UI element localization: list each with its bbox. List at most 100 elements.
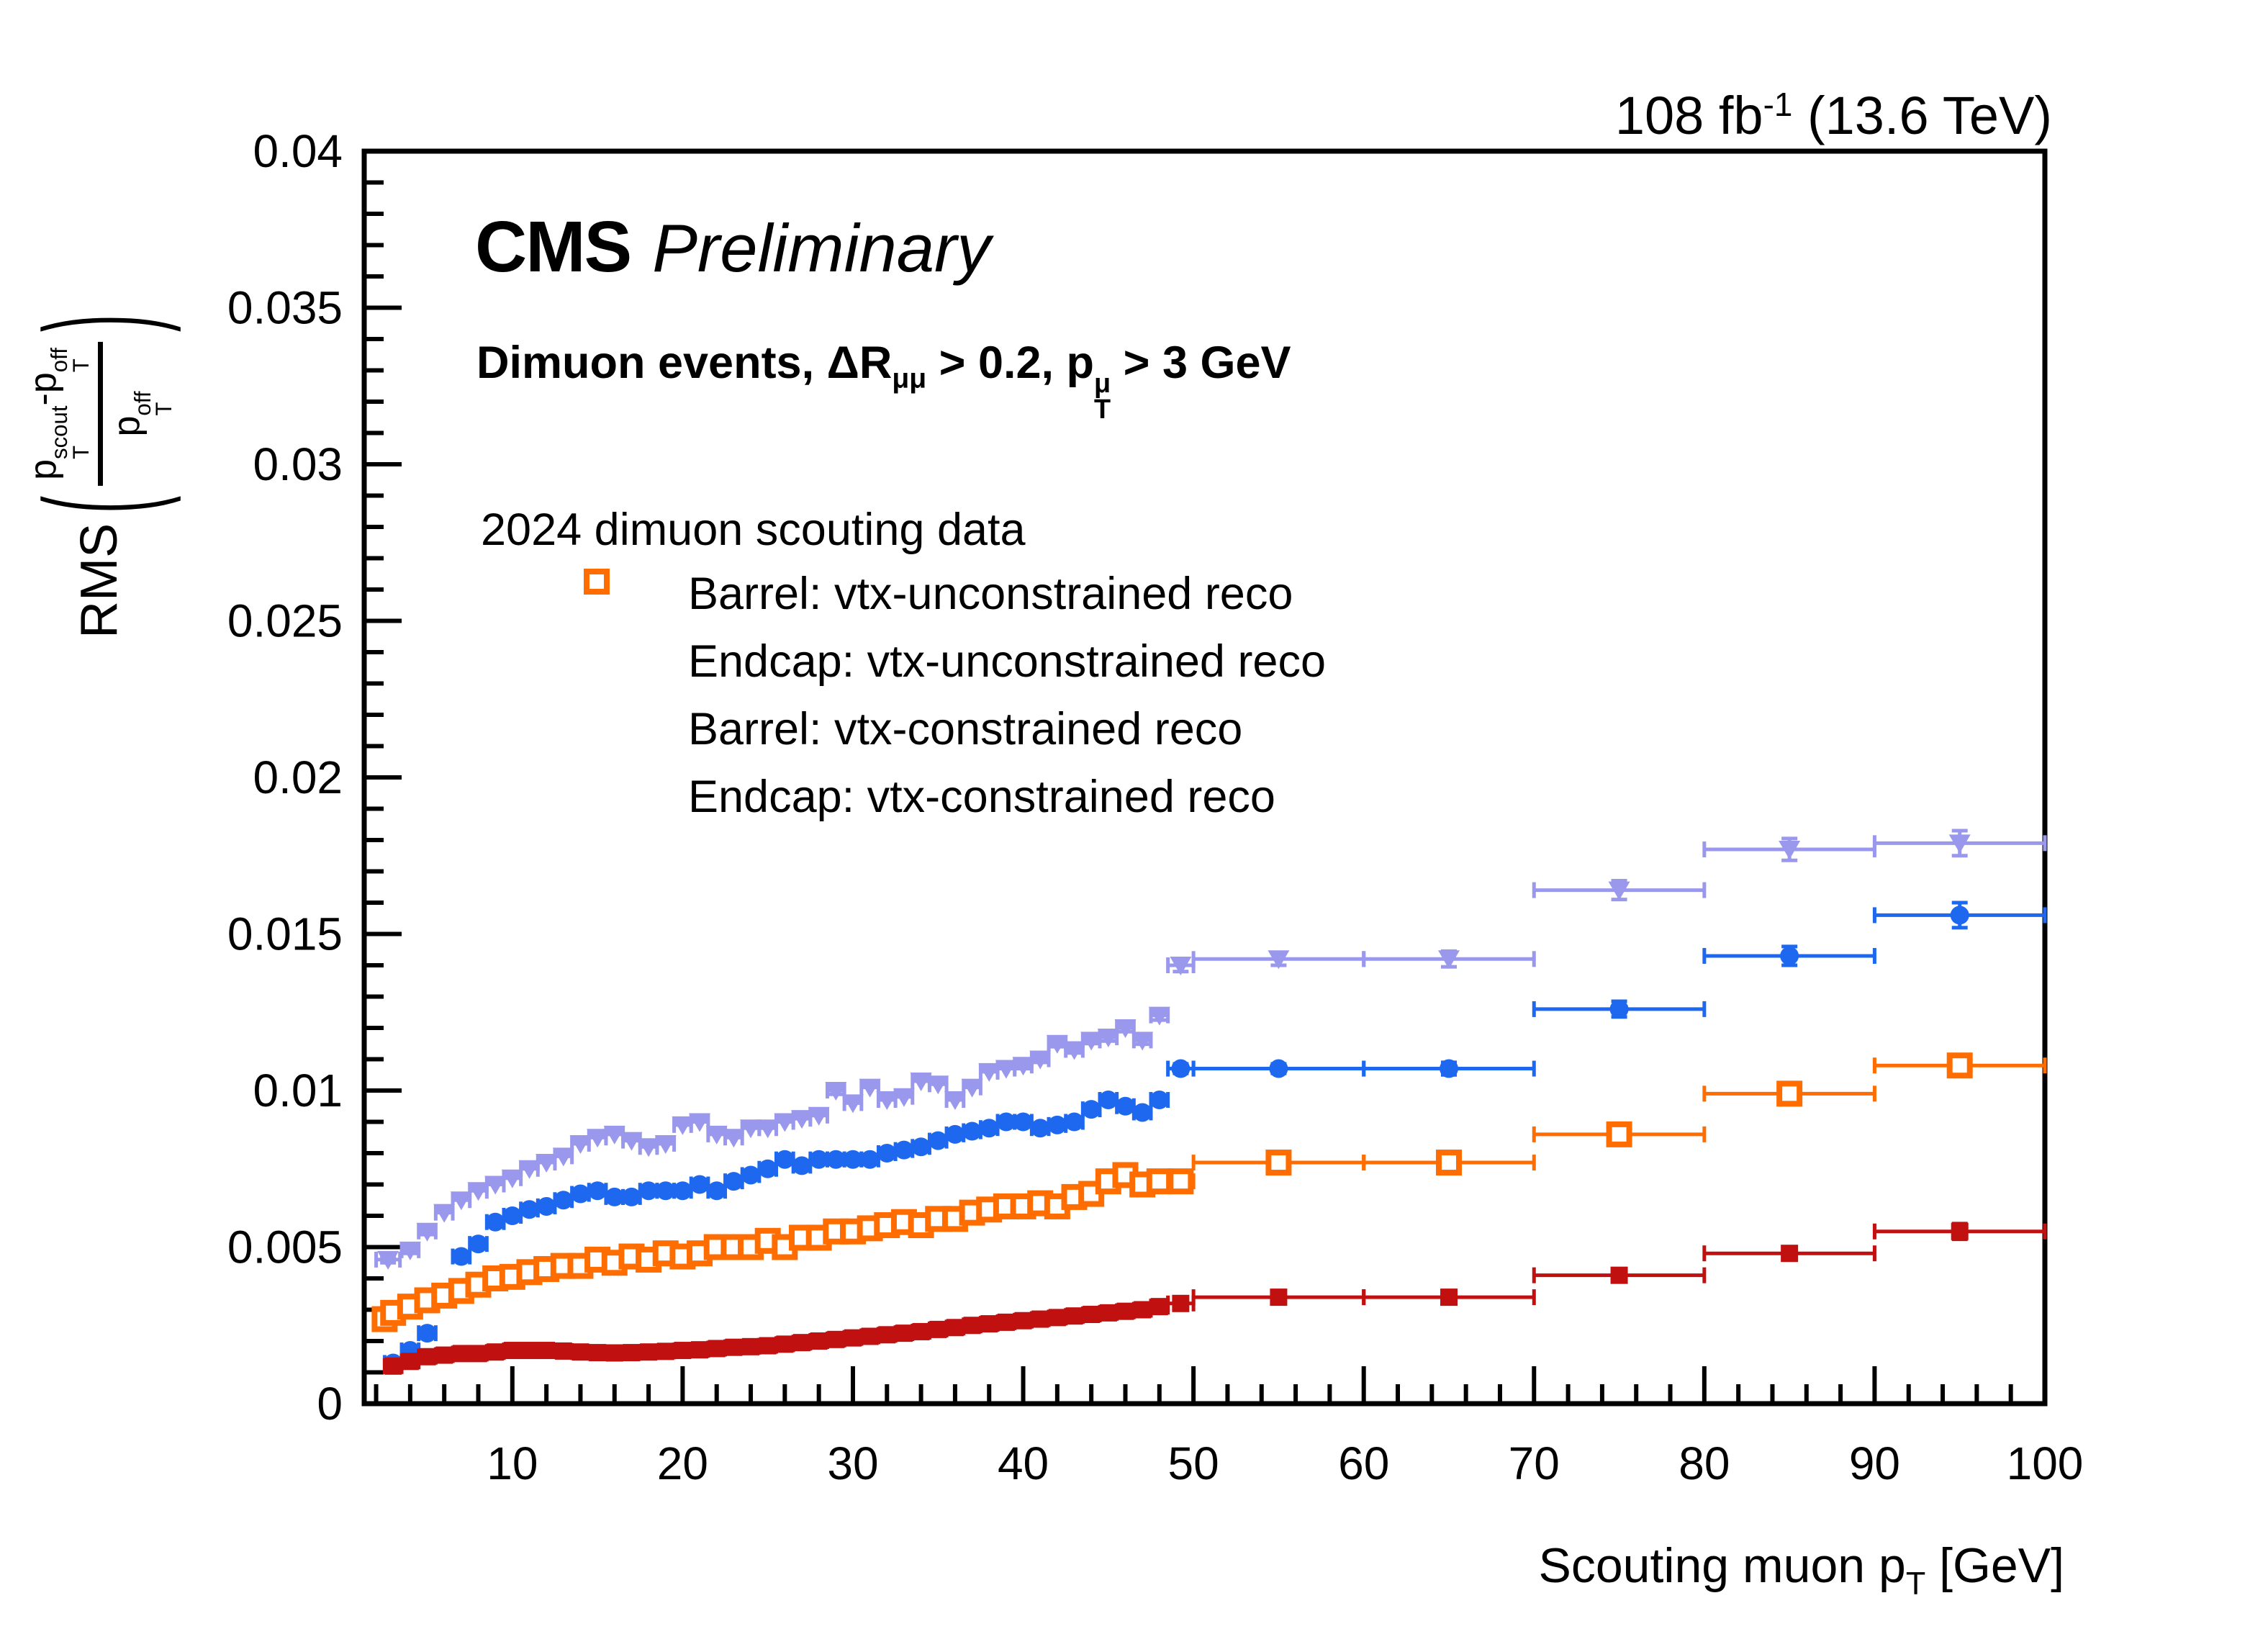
data-marker-square bbox=[1065, 1307, 1083, 1325]
data-marker-square bbox=[844, 1329, 862, 1347]
data-marker-triangle bbox=[1148, 1006, 1170, 1026]
series-endcap-vtx-unconstrained bbox=[374, 829, 2047, 1270]
legend-open-square bbox=[584, 569, 610, 595]
data-marker-circle bbox=[962, 1121, 982, 1141]
data-marker-square bbox=[776, 1335, 794, 1353]
data-marker-circle bbox=[673, 1181, 692, 1201]
data-marker-square bbox=[1048, 1309, 1066, 1327]
data-marker-triangle bbox=[893, 1088, 915, 1107]
y-tick-label: 0.025 bbox=[227, 595, 343, 647]
data-marker-triangle bbox=[1114, 1019, 1137, 1038]
data-marker-square bbox=[1610, 1266, 1628, 1284]
data-marker-circle bbox=[707, 1181, 726, 1201]
data-marker-circle bbox=[843, 1150, 862, 1169]
x-tick-label: 20 bbox=[657, 1437, 708, 1489]
data-marker-open-square bbox=[1435, 1150, 1462, 1176]
data-marker-square bbox=[503, 1342, 521, 1360]
series-barrel-vtx-unconstrained bbox=[382, 901, 2047, 1373]
data-marker-square bbox=[980, 1315, 998, 1333]
data-marker-circle bbox=[520, 1200, 539, 1219]
data-marker-triangle bbox=[944, 1091, 966, 1111]
y-title-close-paren: ) bbox=[15, 315, 183, 333]
num-sup1: scout bbox=[47, 405, 73, 459]
data-marker-triangle bbox=[859, 1078, 881, 1098]
data-marker-circle bbox=[758, 1159, 777, 1178]
data-marker-square bbox=[725, 1338, 743, 1356]
data-marker-triangle bbox=[1268, 950, 1290, 970]
data-marker-triangle bbox=[1012, 1057, 1034, 1076]
data-marker-triangle bbox=[689, 1113, 711, 1132]
data-marker-square bbox=[418, 1348, 436, 1366]
data-marker-circle bbox=[690, 1175, 710, 1194]
x-tick-label: 10 bbox=[487, 1437, 538, 1489]
data-marker-square bbox=[520, 1342, 538, 1360]
x-title-units: [GeV] bbox=[1925, 1538, 2064, 1593]
y-tick-label: 0.03 bbox=[253, 438, 343, 490]
data-marker-square bbox=[929, 1320, 947, 1338]
data-marker-circle bbox=[877, 1144, 897, 1163]
data-marker-triangle bbox=[1948, 834, 1971, 854]
data-marker-triangle bbox=[484, 1175, 507, 1195]
data-marker-square bbox=[1440, 1288, 1458, 1306]
legend-title: 2024 dimuon scouting data bbox=[481, 505, 1026, 555]
data-marker-square bbox=[384, 1357, 402, 1375]
data-marker-triangle bbox=[620, 1132, 643, 1151]
x-tick-label: 100 bbox=[2007, 1437, 2084, 1489]
data-marker-triangle bbox=[1080, 1032, 1103, 1051]
data-marker-circle bbox=[1439, 1059, 1458, 1078]
x-tick-label: 50 bbox=[1168, 1437, 1219, 1489]
y-tick-label: 0 bbox=[317, 1378, 343, 1430]
data-marker-circle bbox=[792, 1156, 811, 1175]
data-marker-square bbox=[1134, 1301, 1152, 1319]
data-marker-triangle bbox=[1063, 1041, 1085, 1060]
data-marker-circle bbox=[1950, 906, 1969, 925]
data-marker-circle bbox=[1133, 1103, 1152, 1122]
pt-superscript: μ bbox=[1094, 368, 1111, 399]
data-marker-triangle bbox=[1029, 1050, 1052, 1070]
data-marker-circle bbox=[826, 1150, 846, 1169]
data-marker-circle bbox=[911, 1137, 931, 1157]
data-marker-triangle bbox=[1097, 1029, 1119, 1048]
data-marker-circle bbox=[1013, 1112, 1033, 1132]
data-marker-circle bbox=[860, 1150, 880, 1169]
lumi-exponent: -1 bbox=[1763, 86, 1793, 123]
data-marker-square bbox=[1951, 1222, 1969, 1240]
data-marker-triangle bbox=[587, 1129, 609, 1148]
data-marker-square bbox=[759, 1337, 777, 1355]
legend-label: Endcap: vtx-unconstrained reco bbox=[688, 636, 1326, 687]
data-marker-open-square bbox=[1167, 1168, 1194, 1195]
x-tick-label: 80 bbox=[1679, 1437, 1730, 1489]
data-marker-square bbox=[656, 1342, 674, 1360]
data-marker-circle bbox=[945, 1124, 964, 1144]
data-marker-square bbox=[1270, 1288, 1288, 1306]
y-tick-label: 0.005 bbox=[227, 1222, 343, 1273]
y-title-fraction: p scout T -p off T p off T bbox=[22, 342, 176, 486]
data-marker-triangle bbox=[501, 1169, 523, 1188]
x-title-text: Scouting muon p bbox=[1538, 1538, 1906, 1593]
legend-item-endcap-constrained: Endcap: vtx-constrained reco bbox=[571, 569, 1326, 831]
y-tick-label: 0.035 bbox=[227, 282, 343, 334]
data-marker-circle bbox=[451, 1247, 471, 1266]
data-marker-circle bbox=[1116, 1096, 1135, 1116]
data-marker-triangle bbox=[790, 1110, 813, 1129]
data-marker-circle bbox=[417, 1324, 437, 1343]
data-marker-circle bbox=[980, 1119, 999, 1138]
data-marker-square bbox=[623, 1344, 641, 1362]
legend-label: Endcap: vtx-constrained reco bbox=[688, 772, 1275, 822]
subtitle-cut-text: > 0.2, bbox=[926, 338, 1067, 388]
data-marker-circle bbox=[1047, 1115, 1067, 1134]
data-marker-square bbox=[742, 1337, 760, 1355]
data-marker-square bbox=[435, 1346, 453, 1364]
data-marker-triangle bbox=[416, 1222, 438, 1242]
x-title-subscript: T bbox=[1905, 1565, 1926, 1602]
data-marker-circle bbox=[1031, 1119, 1050, 1138]
legend: Barrel: vtx-unconstrained reco Endcap: v… bbox=[571, 560, 1326, 831]
y-tick-label: 0.01 bbox=[253, 1065, 343, 1116]
legend-item-barrel-constrained: Barrel: vtx-constrained reco bbox=[571, 573, 1326, 763]
data-marker-triangle bbox=[841, 1094, 864, 1114]
data-marker-circle bbox=[775, 1150, 795, 1169]
x-tick-label: 60 bbox=[1338, 1437, 1389, 1489]
data-marker-triangle bbox=[552, 1147, 574, 1167]
data-marker-triangle bbox=[961, 1078, 983, 1098]
data-marker-triangle bbox=[876, 1091, 898, 1111]
